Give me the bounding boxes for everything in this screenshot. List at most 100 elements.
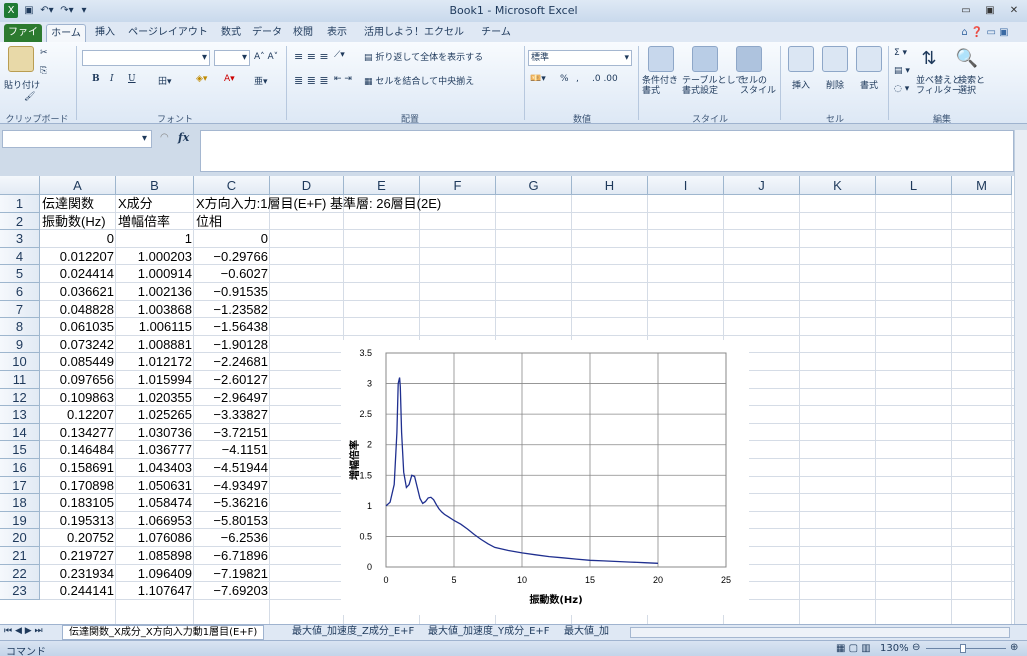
conditional-format-icon[interactable] <box>648 46 674 72</box>
row-header[interactable]: 9 <box>0 335 40 354</box>
cell-b19[interactable]: 1.066953 <box>137 512 192 528</box>
fill-icon[interactable]: ▤ ▾ <box>894 66 910 76</box>
cell-b16[interactable]: 1.043403 <box>137 460 192 475</box>
cell-b17[interactable]: 1.050631 <box>137 477 192 493</box>
cell-c14[interactable]: −3.72151 <box>213 424 268 440</box>
cell-c17[interactable]: −4.93497 <box>213 477 268 493</box>
cell-c16[interactable]: −4.51944 <box>213 460 268 475</box>
paste-icon[interactable] <box>8 46 34 72</box>
indent-icon[interactable]: ⇤ ⇥ <box>334 74 352 84</box>
cell-b15[interactable]: 1.036777 <box>137 442 192 458</box>
cell-a3[interactable]: 0 <box>106 231 114 247</box>
cell-c22[interactable]: −7.19821 <box>213 565 268 581</box>
formula-bar-input[interactable] <box>200 130 1014 172</box>
restore-icon[interactable]: ▣ <box>985 5 995 16</box>
format-table-button[interactable]: テーブルとして 書式設定 <box>682 76 745 96</box>
tab-page-layout[interactable]: ページレイアウト <box>128 27 208 38</box>
cell-c8[interactable]: −1.56438 <box>213 319 268 335</box>
column-header[interactable]: B <box>116 176 194 195</box>
tab-excel-tips[interactable]: 活用しよう！エクセル <box>364 27 464 38</box>
sort-filter-icon[interactable]: ⇅ <box>921 48 937 69</box>
cell-b9[interactable]: 1.008881 <box>137 336 192 352</box>
font-color-icon[interactable]: A▾ <box>224 74 235 84</box>
select-all-corner[interactable] <box>0 176 40 195</box>
cell-b3[interactable]: 1 <box>184 231 192 247</box>
column-header[interactable]: M <box>952 176 1012 195</box>
cell-b23[interactable]: 1.107647 <box>137 583 192 599</box>
cell-b1[interactable]: X成分 <box>118 196 153 211</box>
cell-a23[interactable]: 0.244141 <box>59 583 114 599</box>
tab-view[interactable]: 表示 <box>327 27 347 38</box>
row-header[interactable]: 21 <box>0 547 40 565</box>
autosum-icon[interactable]: Σ ▾ <box>894 48 908 58</box>
minimize-icon[interactable]: ▭ <box>961 5 971 16</box>
cell-c1[interactable]: X方向入力:1層目(E+F) 基準層: 26層目(2E) <box>196 196 442 211</box>
row-header[interactable]: 8 <box>0 318 40 336</box>
row-header[interactable]: 1 <box>0 195 40 213</box>
find-select-icon[interactable]: 🔍 <box>955 48 979 69</box>
customize-qat-icon[interactable]: ▾ <box>81 5 87 16</box>
row-header[interactable]: 17 <box>0 476 40 495</box>
help-icon[interactable]: ⌂ ❓ ▭ ▣ <box>961 27 1009 38</box>
cell-a9[interactable]: 0.073242 <box>59 336 114 352</box>
cell-b10[interactable]: 1.012172 <box>137 354 192 370</box>
fill-color-icon[interactable]: ◈▾ <box>196 74 208 84</box>
row-header[interactable]: 14 <box>0 423 40 442</box>
zoom-slider[interactable] <box>926 648 1006 649</box>
decimal-icon[interactable]: .0 .00 <box>592 74 618 84</box>
row-header[interactable]: 22 <box>0 564 40 583</box>
tab-insert[interactable]: 挿入 <box>95 27 115 38</box>
copy-icon[interactable]: ⎘ <box>40 66 48 76</box>
font-name-select[interactable]: ▾ <box>82 50 210 66</box>
cell-styles-button[interactable]: セルの スタイル <box>740 76 777 96</box>
save-icon[interactable]: ▣ <box>24 5 34 16</box>
cell-c20[interactable]: −6.2536 <box>220 530 268 546</box>
cell-c9[interactable]: −1.90128 <box>213 336 268 352</box>
cell-a22[interactable]: 0.231934 <box>59 565 114 581</box>
border-icon[interactable]: 田▾ <box>158 77 172 87</box>
format-cells-button[interactable]: 書式 <box>860 81 879 91</box>
cell-c5[interactable]: −0.6027 <box>220 266 268 282</box>
column-header[interactable]: I <box>648 176 724 195</box>
delete-cells-icon[interactable] <box>822 46 848 72</box>
cell-b21[interactable]: 1.085898 <box>137 548 192 563</box>
column-header[interactable]: J <box>724 176 800 195</box>
row-header[interactable]: 23 <box>0 582 40 600</box>
row-header[interactable]: 19 <box>0 511 40 530</box>
orientation-icon[interactable]: ⟋▾ <box>334 50 345 60</box>
cell-c15[interactable]: −4.1151 <box>221 442 268 458</box>
increase-font-icon[interactable]: A˄ A˅ <box>254 52 279 62</box>
cell-a17[interactable]: 0.170898 <box>59 477 114 493</box>
delete-cells-button[interactable]: 削除 <box>826 81 845 91</box>
cell-a7[interactable]: 0.048828 <box>59 301 114 317</box>
sheet-tab[interactable]: 最大値_加速度_Y成分_E+F <box>428 626 550 637</box>
underline-button[interactable]: U <box>128 74 136 84</box>
format-table-icon[interactable] <box>692 46 718 72</box>
column-header[interactable]: F <box>420 176 496 195</box>
row-header[interactable]: 3 <box>0 230 40 248</box>
conditional-format-button[interactable]: 条件付き 書式 <box>642 76 679 96</box>
sheet-tab-active[interactable]: 伝達関数_X成分_X方向入力動1層目(E+F) <box>62 625 265 640</box>
insert-cells-button[interactable]: 挿入 <box>792 81 811 91</box>
paste-button[interactable]: 貼り付け <box>4 81 41 91</box>
undo-icon[interactable]: ↶▾ <box>40 5 54 16</box>
currency-icon[interactable]: 💴▾ <box>530 74 546 84</box>
cell-a15[interactable]: 0.146484 <box>59 442 114 458</box>
cell-c7[interactable]: −1.23582 <box>213 301 268 317</box>
column-header[interactable]: D <box>270 176 344 195</box>
cell-c18[interactable]: −5.36216 <box>213 495 268 511</box>
close-icon[interactable]: ✕ <box>1009 5 1019 16</box>
cell-c21[interactable]: −6.71896 <box>213 548 268 563</box>
row-header[interactable]: 12 <box>0 388 40 407</box>
column-header[interactable]: A <box>40 176 116 195</box>
sheet-nav-icon[interactable]: ⏮ ◀ ▶ ⏭ <box>4 626 43 636</box>
percent-button[interactable]: % <box>560 74 569 84</box>
cell-a20[interactable]: 0.20752 <box>67 530 114 546</box>
align-top-icon[interactable]: ≡ ≡ ≡ <box>294 50 329 63</box>
column-header[interactable]: E <box>344 176 420 195</box>
cell-b13[interactable]: 1.025265 <box>137 407 192 423</box>
cell-a11[interactable]: 0.097656 <box>59 372 114 387</box>
tab-review[interactable]: 校閲 <box>293 27 313 38</box>
cell-a6[interactable]: 0.036621 <box>59 284 114 299</box>
align-left-icon[interactable]: ≣ ≣ ≣ <box>294 74 329 87</box>
